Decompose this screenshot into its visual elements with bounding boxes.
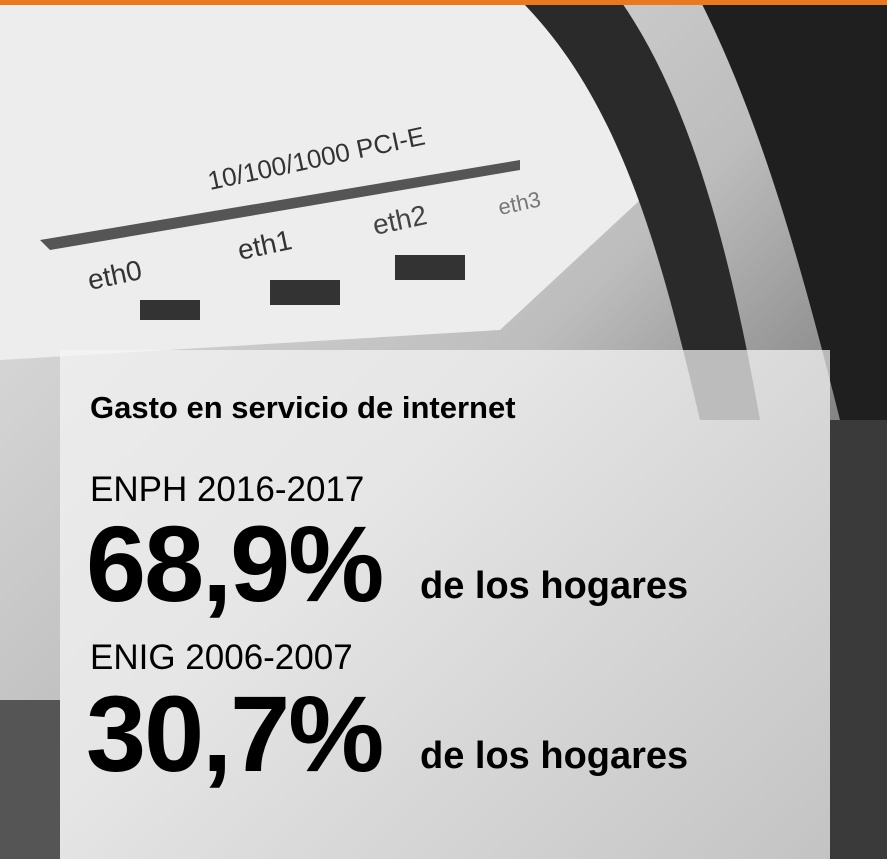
stat-label: de los hogares xyxy=(420,565,688,608)
info-panel: Gasto en servicio de internet ENPH 2016-… xyxy=(60,350,830,859)
page: 10/100/1000 PCI-E eth0 eth1 eth2 eth3 Ga… xyxy=(0,0,887,859)
stat-value: 30,7% xyxy=(86,680,382,788)
survey-name: ENIG 2006-2007 xyxy=(90,638,353,678)
title: Gasto en servicio de internet xyxy=(90,390,516,426)
top-bar xyxy=(0,0,887,5)
stat-label: de los hogares xyxy=(420,735,688,778)
stat-value: 68,9% xyxy=(86,510,382,618)
